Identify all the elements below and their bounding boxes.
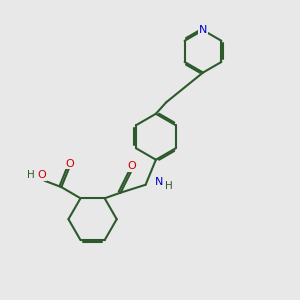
Text: O: O	[66, 158, 75, 169]
Text: N: N	[154, 177, 163, 187]
Text: O: O	[38, 170, 46, 180]
Text: H: H	[165, 181, 173, 191]
Text: N: N	[199, 25, 207, 35]
Text: H: H	[27, 170, 35, 180]
Text: O: O	[127, 161, 136, 171]
